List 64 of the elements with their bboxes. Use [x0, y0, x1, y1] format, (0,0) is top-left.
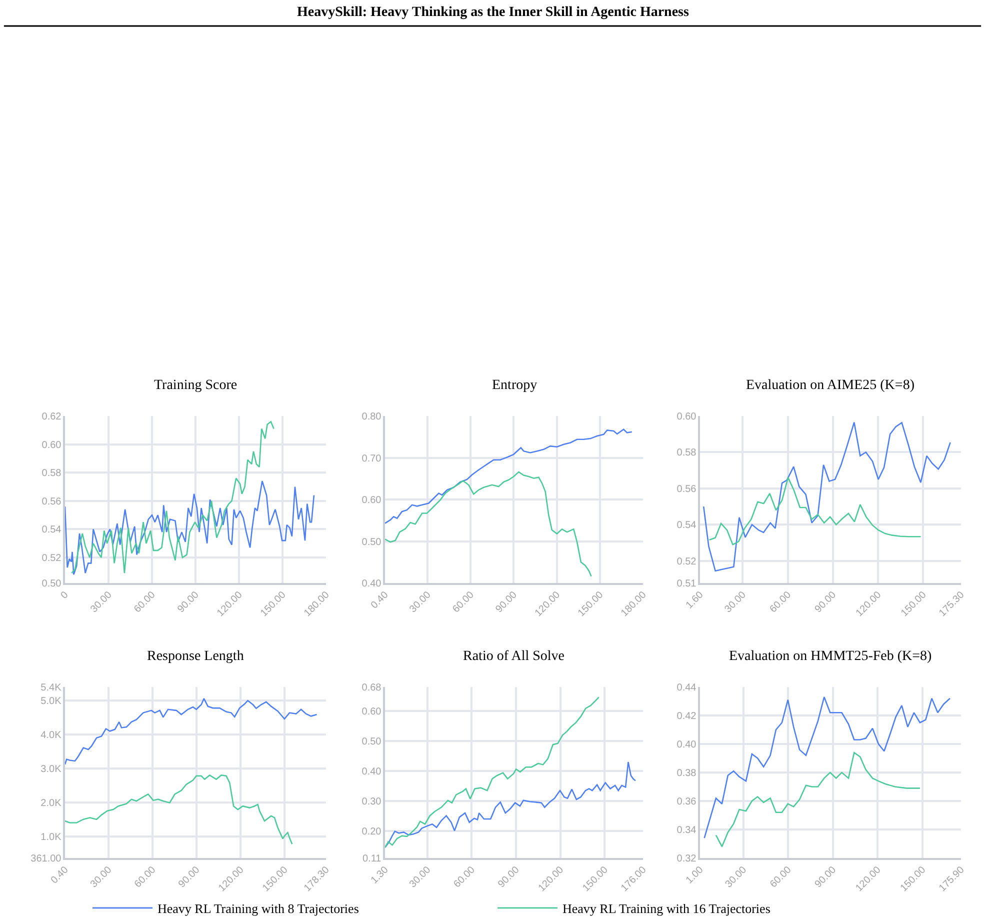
y-tick-label: 0.54 — [676, 520, 697, 532]
text: HeavySkill: Heavy Thinking as the Inner Skill in Agentic Harness — [297, 5, 690, 20]
y-tick-label: 0.38 — [676, 768, 697, 779]
y-tick-label: 0.60 — [42, 440, 62, 451]
y-tick-label: 0.11 — [362, 854, 382, 864]
y-tick-label: 0.60 — [362, 706, 382, 718]
y-tick-label: 361.00 — [30, 854, 62, 864]
line-series — [65, 774, 293, 845]
x-tick-label: 1.30 — [369, 864, 391, 886]
y-tick-label: 0.20 — [362, 826, 382, 838]
chart-title: Evaluation on AIME25 (K=8) — [746, 378, 915, 393]
y-tick-label: 0.52 — [42, 553, 62, 564]
y-tick-label: 0.56 — [42, 496, 62, 508]
chart-title: Ratio of All Solve — [463, 649, 564, 664]
x-tick-label: 1.00 — [684, 864, 706, 886]
chart-title: Entropy — [492, 378, 538, 393]
y-tick-label: 0.34 — [676, 825, 697, 836]
line-series — [708, 476, 922, 546]
y-tick-label: 0.36 — [676, 796, 697, 808]
chart-title: Training Score — [154, 378, 238, 393]
x-tick-label: 1.60 — [684, 589, 706, 612]
line-series — [704, 696, 951, 839]
y-tick-label: 0.44 — [676, 682, 697, 694]
y-tick-label: 0.80 — [362, 412, 382, 422]
y-tick-label: 0.70 — [362, 453, 382, 464]
y-tick-label: 4.0K — [40, 730, 62, 742]
chart-title: Evaluation on HMMT25-Feb (K=8) — [729, 649, 932, 664]
y-tick-label: 5.4K — [40, 682, 62, 694]
y-tick-label: 0.68 — [362, 682, 382, 694]
y-tick-label: 1.0K — [40, 832, 62, 843]
y-tick-label: 0.60 — [362, 495, 382, 506]
y-tick-label: 0.40 — [676, 740, 697, 750]
y-tick-label: 0.50 — [362, 736, 382, 748]
line-series — [715, 752, 921, 848]
y-tick-label: 0.56 — [676, 484, 697, 495]
legend-label: Heavy RL Training with 16 Trajectories — [562, 901, 770, 916]
line-series — [65, 698, 318, 766]
y-tick-label: 0.32 — [676, 854, 697, 864]
y-tick-label: 0.40 — [362, 578, 382, 590]
y-tick-label: 0.62 — [42, 412, 62, 422]
line-series — [702, 422, 951, 572]
y-tick-label: 5.0K — [40, 696, 62, 708]
line-series — [65, 480, 315, 576]
legend-label: Heavy RL Training with 8 Trajectories — [158, 901, 359, 916]
chart-title: Response Length — [147, 649, 244, 664]
y-tick-label: 0.58 — [42, 468, 62, 480]
line-series — [385, 471, 592, 577]
line-series — [385, 761, 636, 848]
y-tick-label: 3.0K — [40, 764, 62, 775]
y-tick-label: 0.50 — [362, 536, 382, 548]
y-tick-label: 0.50 — [42, 578, 62, 590]
y-tick-label: 0.30 — [362, 796, 382, 808]
y-tick-label: 0.60 — [676, 412, 697, 422]
line-series — [385, 696, 600, 848]
y-tick-label: 0.42 — [676, 711, 697, 722]
x-tick-label: 0 — [58, 589, 71, 602]
y-tick-label: 0.51 — [676, 578, 697, 590]
y-tick-label: 0.52 — [676, 556, 697, 568]
line-series — [71, 421, 274, 574]
y-tick-label: 0.54 — [42, 524, 62, 536]
y-tick-label: 2.0K — [40, 798, 62, 809]
y-tick-label: 0.58 — [676, 448, 697, 459]
line-series — [385, 428, 633, 524]
y-tick-label: 0.40 — [362, 766, 382, 778]
